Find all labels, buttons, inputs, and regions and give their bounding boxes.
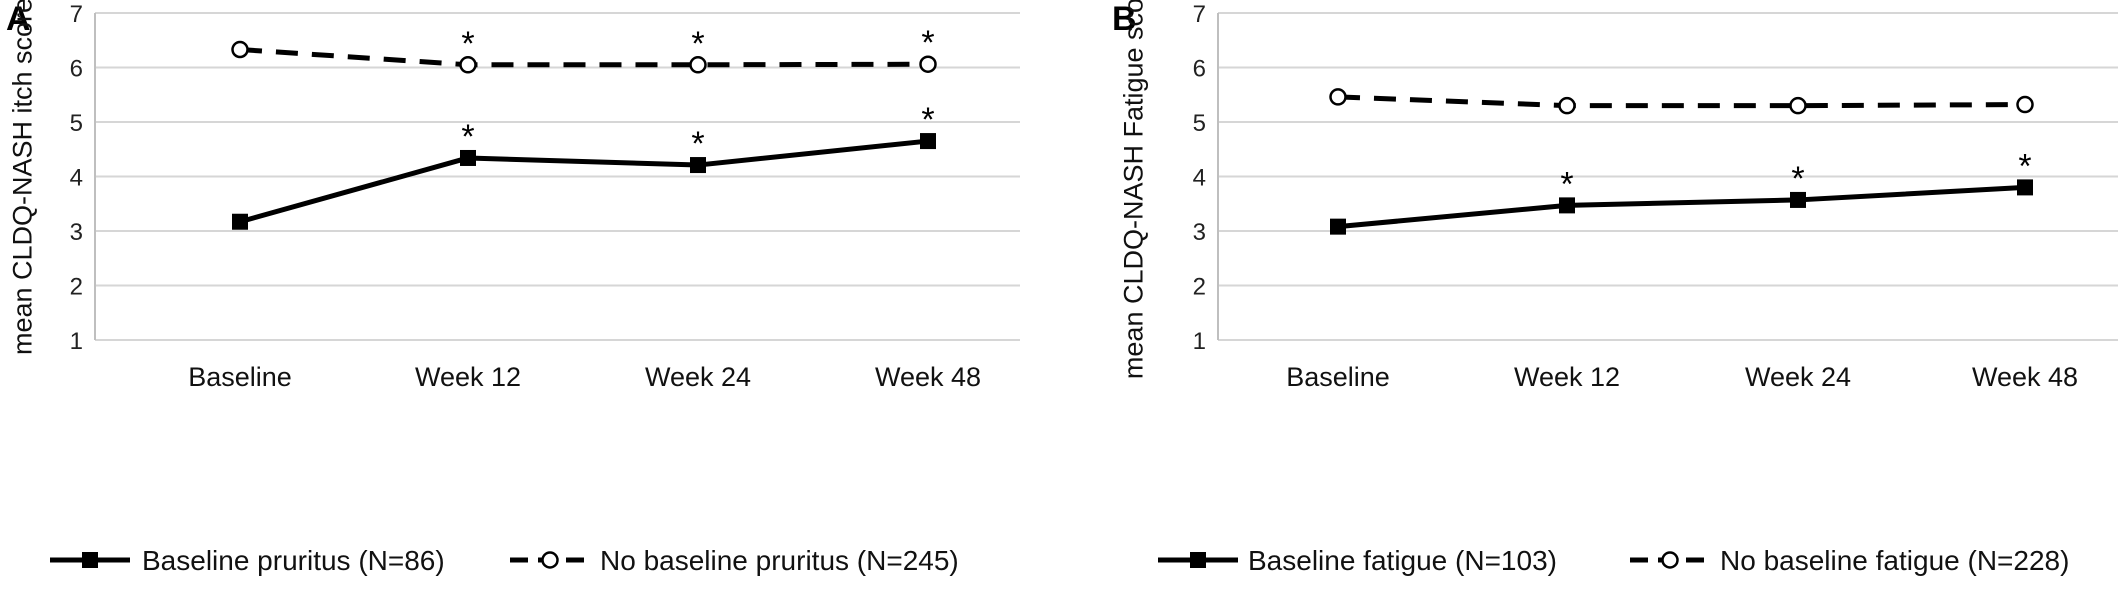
series-dashed [1329, 88, 2034, 115]
x-tick-label: Baseline [188, 362, 292, 392]
panel-label: B [1112, 0, 1137, 38]
legend-marker-circle [541, 551, 559, 569]
x-tick-label: Baseline [1286, 362, 1390, 392]
legend-marker-square [1190, 552, 1206, 568]
significance-asterisk: * [691, 125, 704, 163]
data-point-square [1330, 218, 1346, 235]
legend-label: No baseline pruritus (N=245) [600, 545, 959, 576]
series-line [239, 138, 929, 225]
significance-asterisk: * [461, 118, 474, 156]
y-tick-label: 3 [70, 219, 83, 246]
chart-panel-a: A 1 2 3 4 5 6 7 mean CLDQ-NASH itch score Baselin… [6, 0, 1020, 576]
significance-asterisk: * [921, 24, 934, 62]
data-point-square [232, 213, 248, 230]
data-point-circle [231, 40, 249, 59]
series-line [1337, 184, 2026, 230]
y-tick-label: 5 [1193, 110, 1206, 137]
series-dashed: * * * [231, 24, 937, 74]
y-tick-label: 6 [70, 56, 83, 83]
y-tick-label: 3 [1193, 219, 1206, 246]
significance-asterisk: * [921, 101, 934, 139]
data-point-square [2017, 179, 2033, 196]
chart-panel-b: B 1 2 3 4 5 6 7 mean CLDQ-NASH Fatigue score Base… [1112, 0, 2118, 576]
data-point-circle [1789, 96, 1807, 115]
legend-marker-circle [1661, 551, 1679, 569]
data-point-square [1790, 191, 1806, 208]
data-point-circle [689, 56, 707, 74]
y-axis-label: mean CLDQ-NASH itch score [7, 0, 37, 355]
data-point-square [920, 133, 936, 150]
x-tick-label: Week 12 [1514, 362, 1620, 392]
data-point-circle [919, 55, 937, 73]
significance-asterisk: * [461, 25, 474, 63]
y-tick-label: 2 [1193, 274, 1206, 301]
legend-label: Baseline pruritus (N=86) [142, 545, 445, 576]
legend: Baseline fatigue (N=103) No baseline fati… [1158, 545, 2069, 576]
series-line [1337, 94, 2026, 109]
data-point-circle [1558, 96, 1576, 115]
x-tick-label: Week 48 [1972, 362, 2078, 392]
y-axis-label: mean CLDQ-NASH Fatigue score [1118, 0, 1148, 379]
y-tick-label: 7 [70, 1, 83, 28]
legend-label: No baseline fatigue (N=228) [1720, 545, 2069, 576]
significance-asterisk: * [691, 25, 704, 63]
series-solid: * * * [1330, 147, 2033, 235]
significance-asterisk: * [2018, 147, 2031, 185]
x-tick-label: Week 48 [875, 362, 981, 392]
y-tick-label: 2 [70, 274, 83, 301]
data-point-square [690, 157, 706, 174]
y-tick-label: 1 [70, 328, 83, 355]
data-point-square [1559, 197, 1575, 214]
y-tick-label: 5 [70, 110, 83, 137]
legend-label: Baseline fatigue (N=103) [1248, 545, 1557, 576]
y-tick-label: 6 [1193, 56, 1206, 83]
x-tick-label: Week 24 [1745, 362, 1851, 392]
legend-marker-square [82, 552, 98, 568]
significance-asterisk: * [1791, 160, 1804, 198]
legend: Baseline pruritus (N=86) No baseline prur… [50, 545, 959, 576]
significance-asterisk: * [1560, 165, 1573, 203]
series-line [239, 47, 929, 68]
data-point-square [460, 149, 476, 166]
data-point-circle [459, 56, 477, 74]
y-tick-label: 4 [1193, 165, 1206, 192]
y-tick-label: 7 [1193, 1, 1206, 28]
x-tick-label: Week 12 [415, 362, 521, 392]
series-solid: * * * [232, 101, 936, 230]
y-tick-label: 1 [1193, 328, 1206, 355]
data-point-circle [2016, 95, 2034, 114]
panel-label: A [6, 0, 31, 38]
y-tick-label: 4 [70, 165, 83, 192]
x-tick-label: Week 24 [645, 362, 751, 392]
data-point-circle [1329, 88, 1347, 106]
